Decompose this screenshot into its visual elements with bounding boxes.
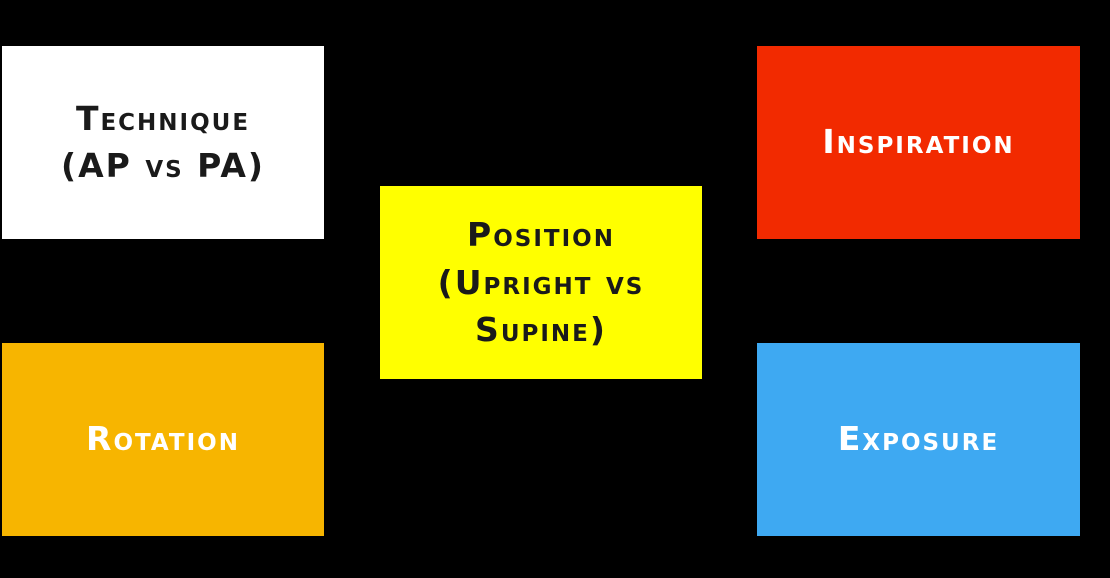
inspiration-label: Inspiration	[822, 122, 1015, 162]
exposure-box: Exposure	[757, 343, 1080, 536]
position-sublabel-2: Supine)	[475, 310, 607, 350]
rotation-label: Rotation	[86, 419, 240, 459]
rotation-box: Rotation	[2, 343, 324, 536]
technique-box: Technique (AP vs PA)	[2, 46, 324, 239]
position-sublabel-1: (Upright vs	[437, 262, 645, 302]
technique-sublabel: (AP vs PA)	[61, 145, 265, 185]
position-box: Position (Upright vs Supine)	[380, 186, 702, 379]
inspiration-box: Inspiration	[757, 46, 1080, 239]
exposure-label: Exposure	[837, 419, 1000, 459]
technique-label: Technique	[75, 99, 251, 139]
position-label: Position	[467, 214, 615, 254]
